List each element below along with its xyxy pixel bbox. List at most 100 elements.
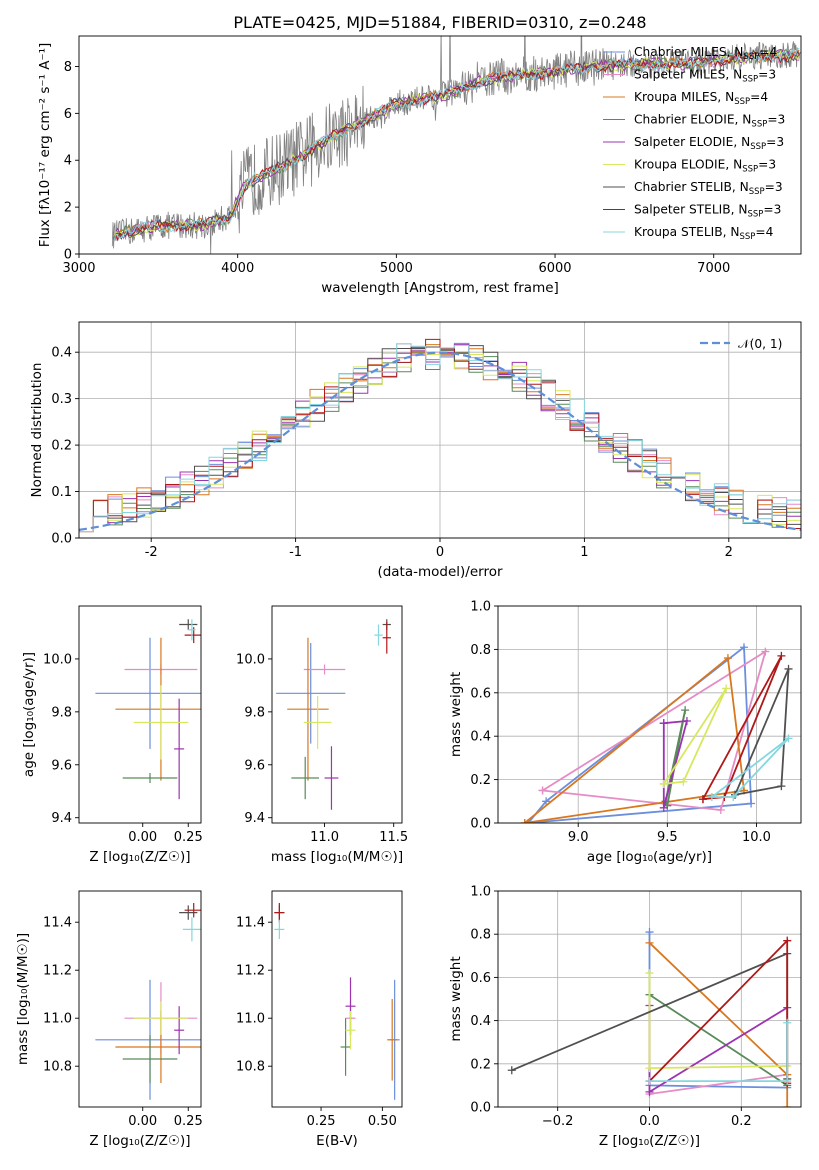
panel-mass-age: 11.0 11.5 9.4 9.6 9.8 10.0 mass [log₁₀(M/M☉)]	[236, 605, 408, 865]
y-axis-label: Flux [fλ10⁻¹⁷ erg cm⁻² s⁻¹ A⁻¹]	[37, 43, 53, 248]
x-tick-label: 5000	[380, 261, 413, 276]
panel-residuals: -2 -1 0 1 2 0.0 0.1 0.2 0.3 0.4 (data-model)/error…	[29, 321, 802, 580]
legend-subscript: SSP	[742, 75, 758, 85]
errorbar-point	[179, 905, 198, 920]
y-tick-label: 2	[64, 201, 72, 216]
errorbar-point	[287, 637, 329, 781]
x-tick-label: 1	[580, 545, 588, 560]
plot-area	[79, 338, 801, 533]
y-tick-label: 9.4	[244, 811, 265, 826]
errorbar-point	[340, 1018, 351, 1076]
errorbar-point	[276, 643, 346, 744]
x-tick-label: 6000	[538, 261, 571, 276]
errorbar-point	[122, 773, 178, 784]
x-tick-label: 0.25	[307, 1114, 336, 1129]
weight-marker	[682, 717, 691, 726]
y-tick-label: 1.0	[470, 600, 491, 615]
legend-entry: Chabrier ELODIE, NSSP=3	[634, 113, 785, 130]
x-tick-label: -2	[145, 545, 158, 560]
weight-line-salpeter-elodie	[648, 1005, 788, 1094]
y-tick-label: 0	[64, 248, 72, 263]
y-tick-label: 0.4	[51, 346, 72, 361]
y-tick-label: 11.0	[43, 1012, 72, 1027]
weight-marker	[645, 928, 654, 937]
weight-marker	[681, 706, 690, 715]
legend-nssp: =4	[759, 45, 777, 59]
errorbar-point	[122, 1035, 178, 1083]
x-tick-label: −0.2	[542, 1114, 574, 1129]
weight-marker	[659, 803, 668, 812]
weight-marker	[716, 805, 725, 814]
legend-entry: Salpeter ELODIE, NSSP=3	[634, 135, 784, 152]
x-tick-label: 3000	[62, 261, 95, 276]
normal-curve	[79, 351, 801, 531]
errorbar-point	[374, 624, 383, 646]
legend-entry: Chabrier MILES, NSSP=4	[634, 45, 778, 62]
errorbar-point	[174, 1006, 185, 1055]
x-tick-label: 0.2	[731, 1114, 752, 1129]
weight-marker	[784, 664, 793, 673]
legend-nssp: =3	[767, 113, 785, 127]
weight-marker	[659, 779, 668, 788]
weight-marker	[645, 1077, 654, 1086]
y-tick-label: 11.4	[236, 916, 265, 931]
weight-marker	[659, 719, 668, 728]
x-tick-label: 0.00	[128, 830, 157, 845]
weight-line-kroupa-miles	[524, 656, 745, 823]
weight-line-salpeter-elodie	[662, 719, 689, 809]
errorbar-point	[274, 903, 285, 923]
y-tick-label: 10.0	[236, 652, 265, 667]
weight-line-chabrier-stelib	[734, 668, 790, 796]
legend-nssp: =3	[766, 135, 784, 149]
weight-marker	[645, 938, 654, 947]
y-tick-label: 0.3	[51, 392, 72, 407]
x-tick-label: 0	[436, 545, 444, 560]
axes-frame	[271, 890, 403, 1108]
errorbar-point	[274, 919, 285, 939]
weight-line-chabrier-elodie	[649, 993, 788, 1087]
legend-nssp: =3	[758, 158, 776, 172]
errorbar-point	[303, 664, 346, 675]
weight-marker	[783, 1103, 792, 1107]
x-axis-label: (data-model)/error	[377, 564, 503, 580]
histogram-kroupa-stelib	[79, 343, 801, 532]
y-axis-label: mass [log₁₀(M/M☉)]	[15, 933, 31, 1065]
model-line-salpeter-stelib	[113, 51, 800, 242]
x-axis-label: Z [log₁₀(Z/Z☉)]	[599, 1133, 700, 1149]
x-tick-label: 11.5	[379, 830, 408, 845]
errorbar-point	[133, 1001, 189, 1035]
weight-marker	[747, 799, 756, 808]
weight-marker	[777, 782, 786, 791]
y-tick-label: 10.8	[236, 1060, 265, 1075]
legend-nssp: =4	[750, 90, 768, 104]
weight-marker	[698, 795, 707, 804]
legend-entry: Salpeter MILES, NSSP=3	[634, 68, 776, 85]
x-axis-label: wavelength [Angstrom, rest frame]	[321, 280, 559, 296]
legend-subscript: SSP	[749, 187, 765, 197]
y-axis-label: mass weight	[448, 956, 464, 1041]
weight-line-salpeter-miles	[649, 1073, 788, 1095]
errorbar-point	[382, 621, 391, 654]
x-tick-label: 9.0	[568, 830, 589, 845]
legend-nssp: =3	[763, 203, 781, 217]
plot-area	[276, 619, 391, 810]
errorbar-point	[387, 999, 398, 1081]
legend-subscript: SSP	[750, 142, 766, 152]
weight-marker	[520, 819, 529, 823]
weight-marker	[679, 777, 688, 786]
axes-frame	[497, 605, 802, 824]
y-tick-label: 9.6	[244, 758, 265, 773]
panel-spectrum: 3000 4000 5000 6000 7000 0 2 4 6 8 wavelength [Ang…	[37, 35, 802, 296]
y-axis-label: mass weight	[448, 672, 464, 757]
x-tick-label: 4000	[221, 261, 254, 276]
legend-subscript: SSP	[751, 120, 767, 130]
panel-Z-mass: 0.00 0.25 10.8 11.0 11.2 11.4 Z [log₁₀(Z/Z☉)] m…	[15, 890, 203, 1149]
weight-marker	[777, 651, 786, 660]
weight-marker	[761, 647, 770, 656]
legend-subscript: SSP	[740, 232, 756, 242]
y-tick-label: 6	[64, 107, 72, 122]
axes-frame	[78, 890, 202, 1108]
y-tick-label: 11.4	[43, 916, 72, 931]
y-tick-label: 8	[64, 60, 72, 75]
x-tick-label: 0.00	[128, 1114, 157, 1129]
